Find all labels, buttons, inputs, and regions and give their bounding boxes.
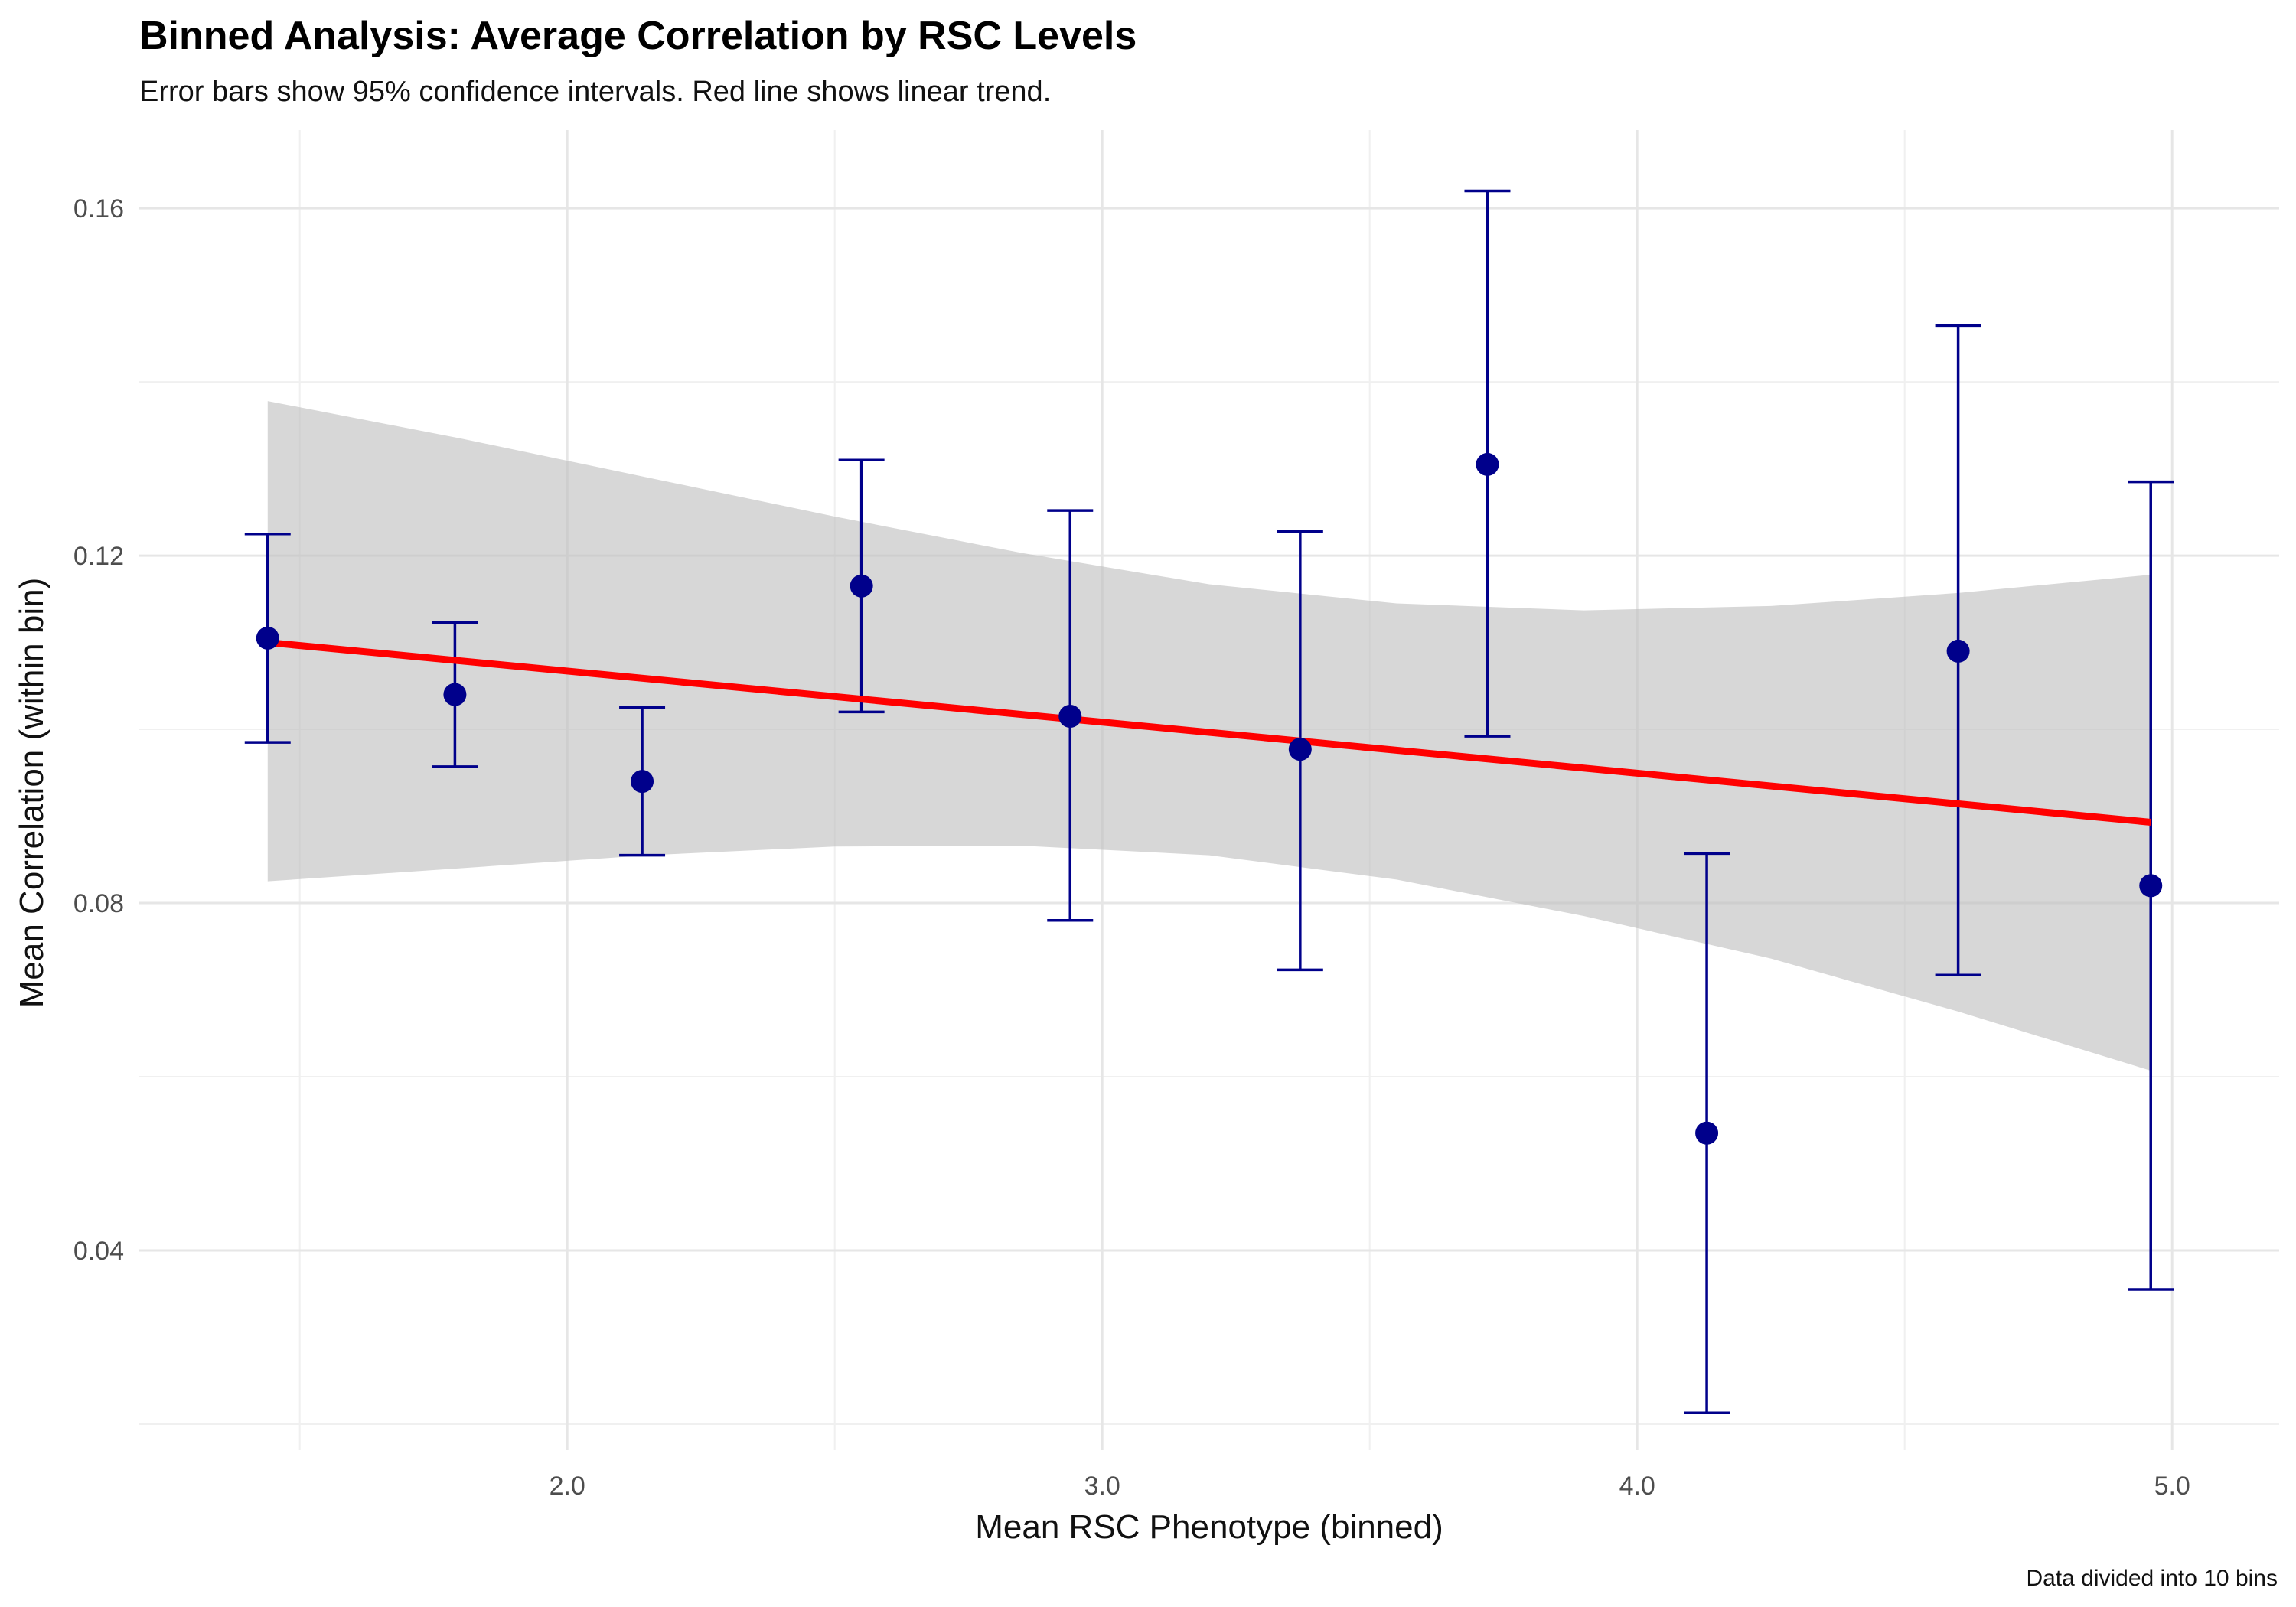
point-layer — [256, 452, 2163, 1145]
y-tick-labels: 0.04 0.08 0.12 0.16 — [73, 194, 124, 1266]
data-point — [1695, 1121, 1719, 1145]
trend-line — [267, 639, 2151, 826]
x-tick-label: 5.0 — [2154, 1472, 2190, 1501]
chart-caption: Data divided into 10 bins — [2026, 1566, 2278, 1591]
x-tick-label: 4.0 — [1619, 1472, 1655, 1501]
x-tick-label: 3.0 — [1084, 1472, 1120, 1501]
data-point — [2139, 874, 2163, 898]
confidence-band — [267, 401, 2151, 1071]
trend-line-layer — [267, 639, 2151, 826]
data-point — [1476, 452, 1499, 476]
data-point — [631, 770, 654, 794]
y-tick-label: 0.16 — [73, 194, 124, 223]
data-point — [850, 574, 873, 598]
data-point — [443, 683, 467, 706]
y-tick-label: 0.04 — [73, 1237, 124, 1266]
confidence-band-layer — [267, 401, 2151, 1071]
data-point — [256, 626, 279, 650]
x-axis-title: Mean RSC Phenotype (binned) — [975, 1508, 1443, 1546]
y-tick-label: 0.08 — [73, 889, 124, 918]
y-axis-title: Mean Correlation (within bin) — [13, 578, 51, 1008]
data-point — [1288, 738, 1312, 761]
data-point — [1946, 639, 1970, 663]
chart-title: Binned Analysis: Average Correlation by … — [139, 14, 1137, 58]
data-point — [1058, 705, 1082, 729]
x-tick-label: 2.0 — [550, 1472, 585, 1501]
y-tick-label: 0.12 — [73, 542, 124, 571]
x-tick-labels: 2.0 3.0 4.0 5.0 — [550, 1472, 2190, 1501]
chart-subtitle: Error bars show 95% confidence intervals… — [139, 76, 1051, 108]
